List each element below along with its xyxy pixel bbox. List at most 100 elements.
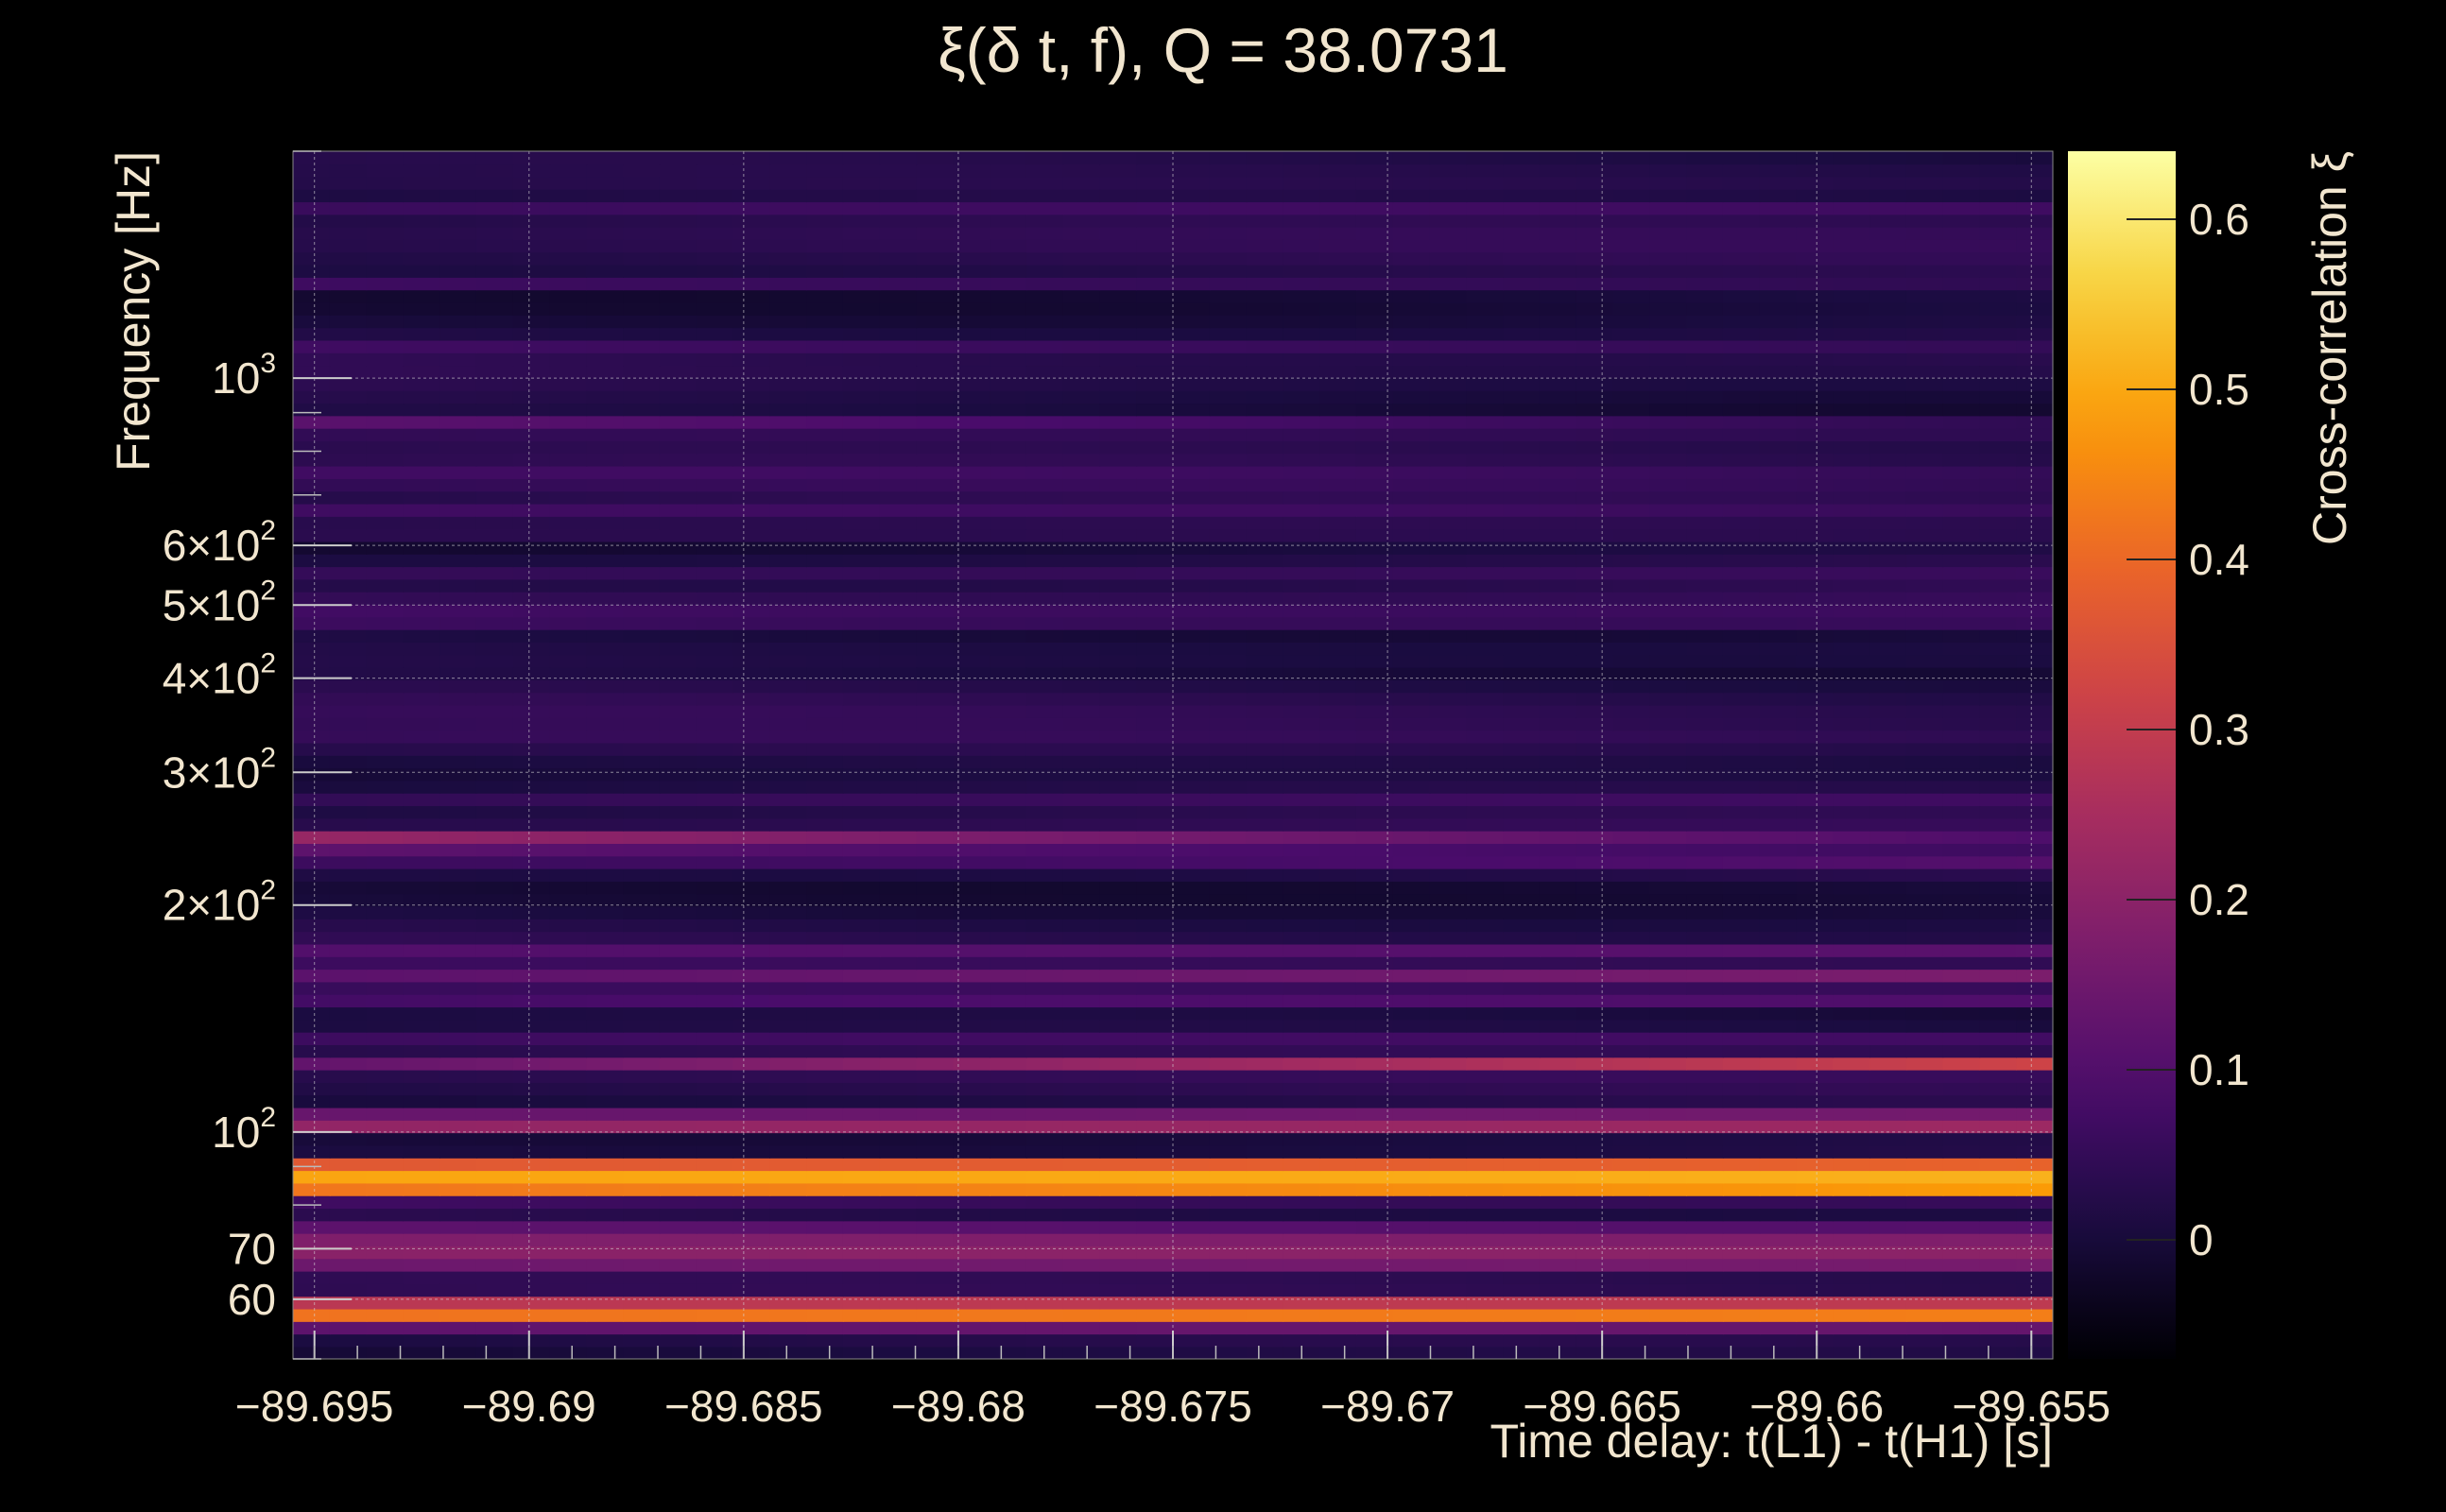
- heatmap-cell: [293, 981, 331, 995]
- heatmap-cell: [2016, 1057, 2053, 1071]
- heatmap-cell: [1905, 642, 1944, 656]
- heatmap-cell: [1392, 755, 1431, 769]
- heatmap-cell: [2016, 1283, 2053, 1297]
- heatmap-cell: [1355, 427, 1394, 441]
- heatmap-cell: [1062, 905, 1101, 919]
- heatmap-cell: [1319, 415, 1357, 429]
- heatmap-cell: [1136, 881, 1174, 895]
- heatmap-cell: [1576, 277, 1614, 291]
- heatmap-cell: [2016, 377, 2053, 391]
- heatmap-cell: [586, 591, 624, 606]
- heatmap-cell: [403, 1232, 440, 1246]
- heatmap-cell: [806, 628, 844, 643]
- heatmap-cell: [1136, 201, 1174, 215]
- heatmap-cell: [1576, 541, 1614, 555]
- heatmap-cell: [1942, 1120, 1981, 1134]
- heatmap-cell: [953, 1158, 990, 1172]
- heatmap-cell: [953, 339, 990, 353]
- heatmap-cell: [1503, 767, 1541, 782]
- heatmap-cell: [1283, 830, 1320, 844]
- heatmap-cell: [475, 604, 514, 618]
- heatmap-cell: [2016, 919, 2053, 933]
- heatmap-cell: [806, 1006, 844, 1021]
- heatmap-cell: [806, 666, 844, 680]
- heatmap-cell: [403, 163, 440, 178]
- heatmap-cell: [623, 817, 661, 832]
- heatmap-cell: [1576, 943, 1614, 957]
- heatmap-cell: [990, 415, 1027, 429]
- heatmap-cell: [1429, 554, 1468, 568]
- heatmap-cell: [1173, 226, 1211, 240]
- heatmap-cell: [1905, 327, 1944, 341]
- heatmap-cell: [329, 969, 368, 983]
- heatmap-cell: [1136, 415, 1174, 429]
- heatmap-cell: [879, 516, 918, 530]
- heatmap-cell: [842, 1308, 881, 1322]
- heatmap-cell: [1612, 1107, 1651, 1121]
- heatmap-cell: [293, 628, 331, 643]
- heatmap-cell: [842, 478, 881, 492]
- heatmap-cell: [403, 931, 440, 945]
- heatmap-cell: [1759, 692, 1798, 706]
- heatmap-cell: [842, 666, 881, 680]
- heatmap-cell: [1246, 201, 1284, 215]
- heatmap-cell: [1905, 1158, 1944, 1172]
- heatmap-cell: [1209, 881, 1248, 895]
- heatmap-cell: [1979, 905, 2018, 919]
- heatmap-cell: [1539, 151, 1577, 165]
- heatmap-cell: [1869, 1120, 1907, 1134]
- heatmap-cell: [1319, 490, 1357, 505]
- heatmap-cell: [1649, 214, 1687, 228]
- heatmap-cell: [1466, 628, 1504, 643]
- heatmap-cell: [1796, 767, 1834, 782]
- heatmap-cell: [549, 730, 588, 744]
- heatmap-cell: [696, 1031, 734, 1045]
- heatmap-cell: [1869, 730, 1907, 744]
- heatmap-cell: [1429, 1321, 1468, 1335]
- heatmap-cell: [1466, 919, 1504, 933]
- heatmap-cell: [769, 868, 807, 882]
- heatmap-cell: [879, 214, 918, 228]
- heatmap-cell: [842, 1246, 881, 1260]
- heatmap-cell: [879, 1107, 918, 1121]
- heatmap-cell: [1905, 666, 1944, 680]
- heatmap-cell: [512, 981, 551, 995]
- heatmap-cell: [916, 490, 955, 505]
- heatmap-cell: [475, 817, 514, 832]
- heatmap-cell: [623, 943, 661, 957]
- heatmap-cell: [990, 1182, 1027, 1196]
- heatmap-cell: [1429, 1158, 1468, 1172]
- heatmap-cell: [1246, 604, 1284, 618]
- heatmap-cell: [512, 1296, 551, 1310]
- heatmap-cell: [1905, 993, 1944, 1008]
- heatmap-cell: [403, 1194, 440, 1210]
- heatmap-cell: [1173, 792, 1211, 807]
- heatmap-cell: [990, 1270, 1027, 1284]
- heatmap-cell: [916, 163, 955, 178]
- heatmap-cell: [1355, 163, 1394, 178]
- heatmap-cell: [586, 956, 624, 971]
- heatmap-cell: [1209, 389, 1248, 404]
- heatmap-cell: [1649, 1120, 1687, 1134]
- heatmap-cell: [1612, 604, 1651, 618]
- heatmap-cell: [623, 742, 661, 756]
- heatmap-cell: [1649, 151, 1687, 165]
- heatmap-cell: [475, 1346, 514, 1359]
- heatmap-cell: [990, 1333, 1027, 1348]
- heatmap-cell: [1942, 188, 1981, 203]
- heatmap-cell: [586, 1220, 624, 1234]
- heatmap-cell: [329, 327, 368, 341]
- heatmap-cell: [990, 1082, 1027, 1096]
- heatmap-cell: [1905, 969, 1944, 983]
- heatmap-cell: [623, 1144, 661, 1159]
- heatmap-cell: [696, 881, 734, 895]
- heatmap-cell: [586, 905, 624, 919]
- heatmap-cell: [1136, 1246, 1174, 1260]
- heatmap-cell: [1429, 214, 1468, 228]
- heatmap-cell: [1246, 730, 1284, 744]
- heatmap-cell: [329, 389, 368, 404]
- heatmap-cell: [1283, 214, 1320, 228]
- heatmap-cell: [1062, 981, 1101, 995]
- heatmap-cell: [1869, 239, 1907, 253]
- heatmap-cell: [1283, 365, 1320, 379]
